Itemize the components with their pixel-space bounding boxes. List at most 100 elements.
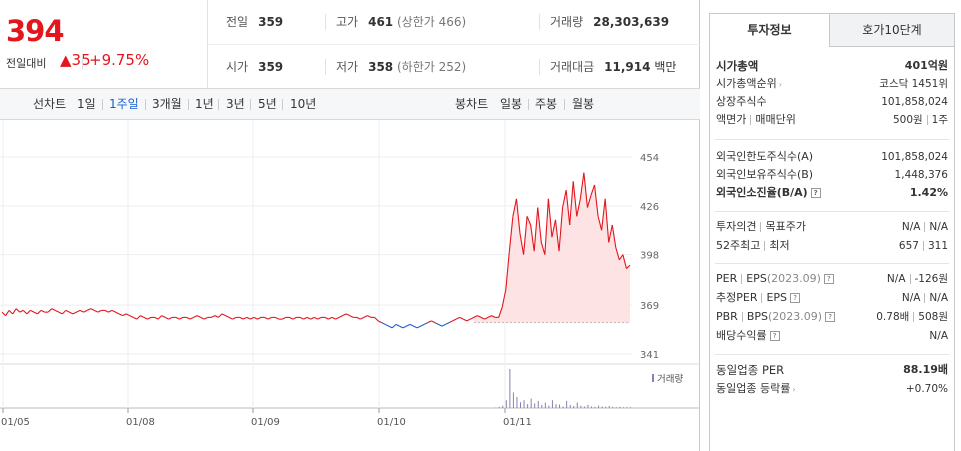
info-tabs: 투자정보 호가10단계: [710, 14, 954, 47]
price-line-segment: [211, 315, 216, 318]
divider: [325, 59, 326, 75]
price-line-segment: [214, 315, 219, 318]
divider: [741, 312, 743, 322]
period-1d[interactable]: 1일: [77, 97, 96, 111]
change-value: 35: [72, 51, 91, 69]
divider: [913, 312, 915, 322]
price-line-segment: [65, 309, 70, 313]
price-line-segment: [530, 224, 535, 252]
volume-bar: [580, 405, 582, 408]
price-line-segment: [448, 320, 453, 324]
price-line-segment: [289, 316, 294, 320]
price-line-segment: [519, 233, 525, 255]
price-line-segment: [547, 198, 553, 238]
price-line-segment: [168, 316, 173, 320]
divider: [760, 222, 762, 232]
change-amount: ▲35: [60, 51, 91, 69]
candle-monthly[interactable]: 월봉: [572, 97, 595, 111]
price-line-segment: [26, 310, 31, 315]
period-3m[interactable]: 3개월: [152, 97, 182, 111]
price-line-segment: [200, 316, 205, 320]
period-1y[interactable]: 1년: [195, 97, 214, 111]
help-icon[interactable]: ?: [825, 312, 836, 322]
volume-bar: [619, 406, 621, 408]
help-icon[interactable]: ?: [823, 274, 834, 284]
info-dividend: 배당수익률? N/A: [716, 329, 948, 342]
price-line-segment: [58, 311, 63, 315]
trade-value: 거래대금 11,914 백만: [550, 60, 677, 74]
price-line-segment: [360, 316, 365, 320]
price-line-segment: [118, 313, 123, 317]
price-line-segment: [104, 309, 109, 313]
price-line-segment: [402, 325, 407, 329]
price-line-segment: [221, 313, 226, 317]
day-high: 고가 461 (상한가 466): [336, 15, 467, 29]
price-line-segment: [292, 316, 297, 320]
price-line-segment: [243, 316, 248, 320]
price-line-segment: [452, 318, 457, 322]
current-price: 394: [6, 14, 65, 48]
price-line-segment: [491, 315, 496, 318]
price-line-segment: [299, 316, 304, 320]
help-icon[interactable]: ?: [790, 293, 801, 303]
volume-bar: [598, 405, 600, 408]
candle-daily[interactable]: 일봉: [500, 97, 523, 111]
price-line-segment: [586, 195, 592, 208]
tab-order-book[interactable]: 호가10단계: [829, 14, 954, 47]
period-1w[interactable]: 1주일: [109, 97, 139, 111]
price-line-segment: [374, 316, 379, 322]
divider: [282, 99, 283, 110]
volume-bar: [569, 404, 571, 408]
info-industry-change[interactable]: 동일업종 등락률 › +0.70%: [716, 382, 948, 395]
info-opinion-target: 투자의견 목표주가 N/A N/A: [716, 220, 948, 233]
price-line-segment: [232, 316, 237, 320]
price-line-segment: [19, 309, 24, 313]
price-line-segment: [257, 316, 262, 320]
price-line-segment: [434, 322, 439, 325]
period-5y[interactable]: 5년: [258, 97, 277, 111]
info-market-cap-rank[interactable]: 시가총액순위 › 코스닥 1451위: [716, 77, 948, 90]
price-line-segment: [54, 309, 60, 313]
summary-row-2: 시가 359 저가 358 (하한가 252) 거래대금 11,914 백만: [208, 44, 700, 88]
price-line-segment: [51, 308, 56, 311]
price-line-segment: [147, 316, 152, 320]
period-10y[interactable]: 10년: [290, 97, 317, 111]
price-line-segment: [1, 311, 6, 317]
price-line-segment: [626, 264, 631, 269]
price-line-segment: [47, 308, 53, 313]
y-tick-label: 426: [640, 202, 659, 213]
candle-weekly[interactable]: 주봉: [535, 97, 558, 111]
price-line-segment: [157, 315, 163, 320]
chevron-right-icon: ›: [792, 385, 796, 394]
price-line-segment: [438, 323, 443, 327]
price-line-segment: [399, 325, 404, 329]
x-tick-label: 01/05: [1, 417, 30, 428]
price-chart-svg[interactable]: 454 426 398 369 341 01/05 01/08 01/09 01/10 01/11…: [0, 120, 700, 451]
help-icon[interactable]: ?: [810, 188, 821, 198]
price-line-segment: [477, 315, 482, 318]
volume-bar: [583, 406, 585, 408]
price-line-segment: [90, 308, 95, 311]
price-line-segment: [30, 309, 35, 313]
price-line-segment: [154, 316, 159, 320]
volume-bar: [551, 400, 553, 408]
divider: [715, 354, 949, 355]
x-tick-label: 01/10: [377, 417, 406, 428]
volume-bar: [527, 404, 529, 408]
price-line-segment: [391, 323, 397, 329]
period-3y[interactable]: 3년: [226, 97, 245, 111]
volume-bar: [516, 397, 518, 408]
price-chart[interactable]: 454 426 398 369 341 01/05 01/08 01/09 01/10 01/11…: [0, 120, 700, 451]
volume-bar: [498, 406, 500, 408]
volume-bar: [512, 392, 514, 408]
divider: [539, 14, 540, 30]
price-line-segment: [501, 289, 507, 308]
volume-bar: [544, 402, 546, 408]
change-label: 전일대비: [6, 57, 47, 70]
price-line-segment: [480, 316, 485, 320]
price-line-segment: [537, 207, 542, 243]
tab-investment-info[interactable]: 투자정보: [710, 14, 829, 47]
x-tick-label: 01/09: [251, 417, 280, 428]
help-icon[interactable]: ?: [769, 331, 780, 341]
